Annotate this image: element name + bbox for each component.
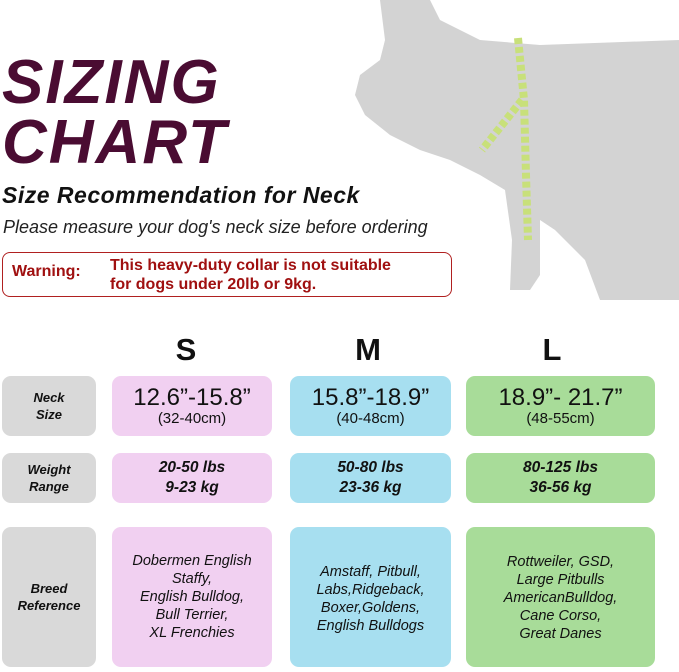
subtitle: Size Recommendation for Neck (2, 182, 360, 208)
breed-line: Staffy, (171, 571, 213, 587)
breed-line: Bull Terrier, (155, 607, 229, 623)
label-line: Size (35, 407, 62, 422)
dog-silhouette-image (355, 0, 679, 300)
neck-inches: 12.6”-15.8” (133, 384, 251, 411)
label-line: Range (29, 479, 69, 494)
row-label-neck-size: Neck Size (2, 376, 96, 436)
breed-line: Rottweiler, GSD, (506, 554, 615, 570)
size-header-m: M (355, 332, 381, 367)
weight-range-s: 20-50 lbs 9-23 kg (112, 453, 272, 503)
size-header-l: L (542, 332, 562, 367)
neck-cm: (40-48cm) (336, 410, 405, 427)
breeds-m: Amstaff, Pitbull, Labs,Ridgeback, Boxer,… (290, 527, 451, 667)
warning-text-line-2: for dogs under 20lb or 9kg. (110, 276, 317, 293)
neck-size-l: 18.9”- 21.7” (48-55cm) (466, 376, 655, 436)
weight-range-m: 50-80 lbs 23-36 kg (290, 453, 451, 503)
breeds-s: Dobermen English Staffy, English Bulldog… (112, 527, 272, 667)
neck-inches: 18.9”- 21.7” (498, 384, 623, 411)
warning-box: Warning: This heavy-duty collar is not s… (2, 252, 452, 297)
weight-kg: 9-23 kg (165, 479, 219, 496)
breed-line: Dobermen English (132, 553, 252, 569)
title-line-1: SIZING (2, 48, 221, 117)
breed-line: Large Pitbulls (516, 572, 605, 588)
breed-line: XL Frenchies (149, 625, 235, 641)
breed-line: Boxer,Goldens, (320, 600, 421, 616)
weight-lbs: 20-50 lbs (158, 459, 226, 476)
breed-line: Great Danes (519, 626, 602, 642)
warning-text: This heavy-duty collar is not suitable f… (110, 256, 391, 294)
breed-line: AmericanBulldog, (503, 590, 618, 606)
neck-size-s: 12.6”-15.8” (32-40cm) (112, 376, 272, 436)
title-line-2: CHART (2, 108, 228, 177)
breed-line: Labs,Ridgeback, (316, 582, 425, 598)
size-header-s: S (175, 332, 197, 367)
breed-line: English Bulldogs (316, 618, 425, 634)
weight-kg: 23-36 kg (339, 479, 402, 496)
weight-kg: 36-56 kg (529, 479, 592, 496)
neck-size-m: 15.8”-18.9” (40-48cm) (290, 376, 451, 436)
breeds-l: Rottweiler, GSD, Large Pitbulls American… (466, 527, 655, 667)
warning-label: Warning: (12, 263, 81, 280)
label-line: Weight (27, 462, 71, 477)
row-label-breed-reference: Breed Reference (2, 527, 96, 667)
label-line: Neck (33, 390, 65, 405)
label-line: Breed (30, 581, 68, 596)
neck-cm: (32-40cm) (157, 410, 227, 427)
breed-line: English Bulldog, (140, 589, 244, 605)
label-line: Reference (17, 598, 81, 613)
breed-line: Amstaff, Pitbull, (320, 564, 421, 580)
neck-inches: 15.8”-18.9” (311, 384, 430, 411)
weight-lbs: 80-125 lbs (523, 459, 598, 476)
warning-text-line-1: This heavy-duty collar is not suitable (110, 257, 391, 274)
weight-range-l: 80-125 lbs 36-56 kg (466, 453, 655, 503)
weight-lbs: 50-80 lbs (337, 459, 404, 476)
neck-cm: (48-55cm) (526, 410, 595, 427)
instruction-text: Please measure your dog's neck size befo… (3, 217, 428, 237)
row-label-weight-range: Weight Range (2, 453, 96, 503)
breed-line: Cane Corso, (519, 608, 602, 624)
